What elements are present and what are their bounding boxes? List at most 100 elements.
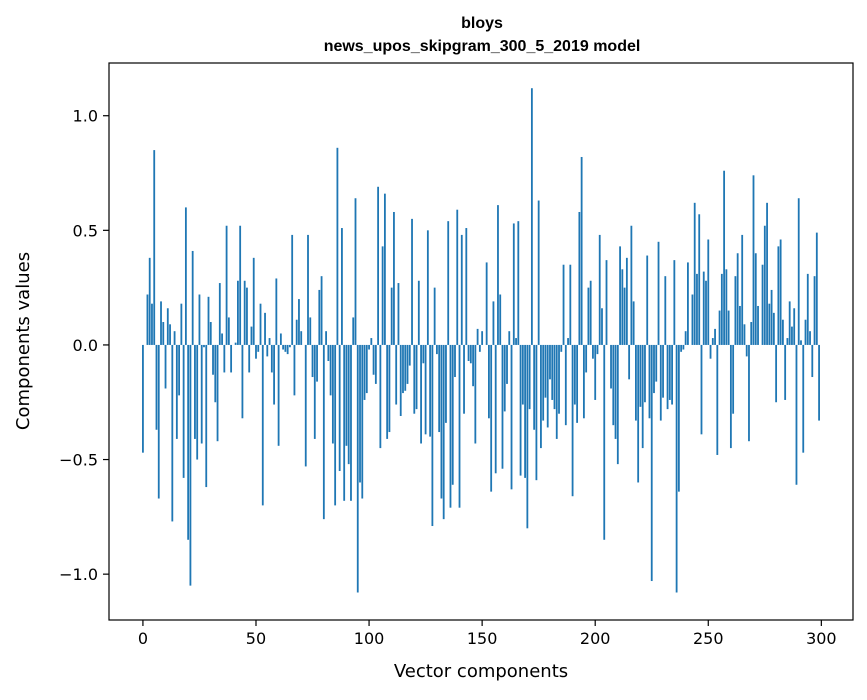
bar-43	[239, 225, 242, 345]
bar-21	[189, 344, 192, 586]
bar-279	[772, 312, 775, 345]
bar-239	[682, 344, 685, 350]
x-axis: 0 50 100 150 200 250 300	[138, 620, 837, 648]
bar-167	[519, 344, 522, 476]
bar-105	[379, 344, 382, 449]
bar-228	[657, 241, 660, 345]
bar-163	[510, 344, 513, 490]
bar-194	[580, 156, 583, 345]
bar-245	[696, 273, 698, 345]
bar-41	[234, 342, 237, 345]
x-tick-label-150: 150	[467, 629, 498, 648]
bar-153	[488, 344, 490, 419]
bar-97	[361, 344, 364, 499]
bar-222	[644, 344, 646, 403]
bar-15	[175, 344, 178, 439]
bar-72	[304, 344, 307, 467]
bar-257	[723, 170, 726, 345]
bar-60	[277, 344, 280, 446]
bar-203	[601, 308, 603, 345]
bar-226	[653, 344, 655, 394]
bar-177	[542, 344, 545, 421]
bar-171	[528, 344, 531, 410]
bar-98	[363, 344, 366, 400]
bar-243	[691, 294, 694, 345]
bar-135	[447, 221, 450, 345]
bar-16	[178, 344, 181, 396]
bar-117	[406, 344, 409, 384]
bar-11	[166, 308, 169, 345]
bar-252	[711, 338, 714, 345]
bar-258	[725, 269, 728, 345]
bar-221	[641, 344, 644, 449]
bar-195	[582, 344, 585, 419]
bar-75	[311, 344, 314, 378]
bar-290	[797, 198, 800, 345]
bar-13	[171, 344, 174, 522]
y-axis: −1.0 −0.5 0.0 0.5 1.0	[59, 107, 109, 584]
bar-196	[585, 344, 588, 373]
bar-287	[791, 326, 793, 345]
bar-102	[372, 344, 375, 375]
bar-116	[404, 344, 407, 391]
bar-92	[350, 344, 352, 501]
bar-123	[420, 344, 422, 444]
bar-17	[180, 303, 183, 345]
bar-161	[506, 344, 508, 384]
bar-189	[569, 264, 572, 345]
bar-205	[605, 260, 608, 345]
bar-33	[216, 344, 219, 442]
bar-140	[458, 344, 461, 508]
bar-280	[775, 344, 778, 403]
bar-208	[612, 344, 615, 426]
bar-281	[777, 246, 780, 345]
bar-26	[200, 344, 203, 444]
bar-211	[619, 246, 621, 345]
bar-183	[555, 344, 558, 439]
y-tick-label-3: 0.5	[73, 221, 98, 240]
bar-275	[763, 225, 766, 345]
bar-9	[162, 322, 165, 345]
bar-32	[214, 344, 217, 403]
x-tick-label-0: 0	[138, 629, 148, 648]
bar-178	[544, 344, 547, 398]
bar-31	[212, 344, 214, 375]
bar-118	[408, 344, 411, 366]
bar-103	[374, 344, 377, 384]
bar-128	[431, 344, 434, 527]
y-tick-label-2: 0.0	[73, 336, 98, 355]
bar-284	[784, 344, 787, 400]
bar-81	[325, 331, 327, 345]
bar-30	[209, 322, 212, 345]
bar-160	[503, 344, 506, 412]
bar-37	[225, 225, 228, 345]
bar-168	[521, 344, 524, 405]
bar-236	[675, 344, 678, 593]
bar-18	[182, 344, 185, 478]
bar-299	[818, 344, 820, 421]
bar-126	[426, 230, 429, 345]
bar-241	[687, 262, 689, 345]
bar-272	[757, 305, 759, 345]
bar-131	[438, 344, 441, 433]
bar-87	[338, 344, 341, 472]
bar-47	[248, 344, 251, 373]
bar-268	[748, 344, 750, 442]
bar-274	[761, 264, 764, 345]
bar-129	[433, 287, 436, 345]
bar-296	[811, 344, 814, 378]
bar-58	[273, 344, 275, 405]
bar-136	[449, 344, 452, 508]
bar-247	[700, 344, 703, 435]
bar-73	[307, 234, 309, 345]
bar-237	[677, 344, 680, 492]
bar-12	[169, 324, 171, 345]
bar-232	[666, 344, 669, 410]
bar-20	[187, 344, 190, 540]
bar-234	[671, 344, 673, 405]
bar-119	[411, 218, 413, 345]
bar-190	[571, 344, 574, 497]
bar-248	[702, 271, 705, 345]
bar-219	[637, 344, 640, 483]
bar-29	[207, 296, 210, 345]
